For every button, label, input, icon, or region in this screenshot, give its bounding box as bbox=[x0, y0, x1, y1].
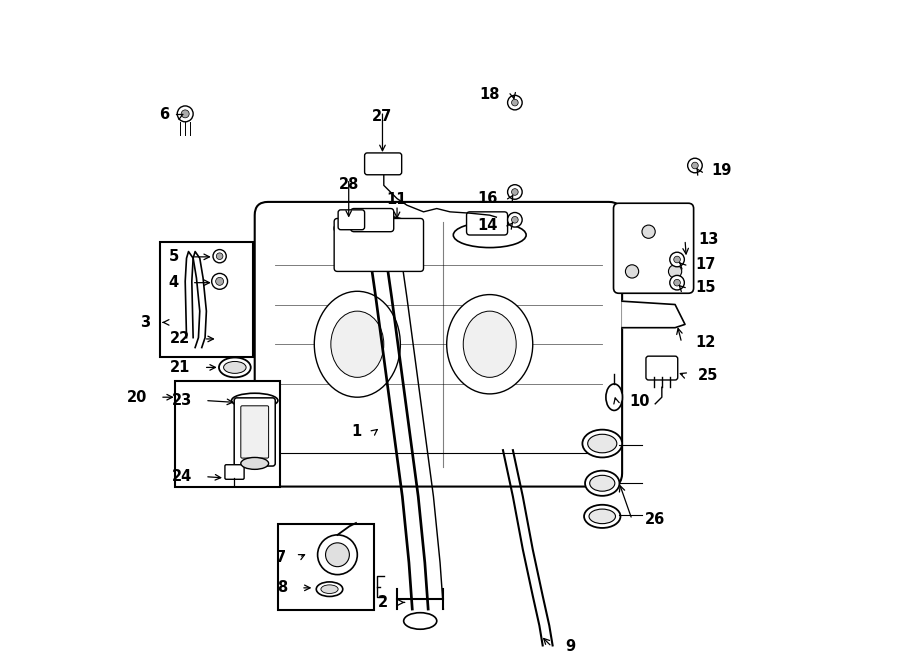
Text: 13: 13 bbox=[698, 232, 718, 247]
Ellipse shape bbox=[404, 613, 436, 629]
FancyBboxPatch shape bbox=[646, 356, 678, 380]
Ellipse shape bbox=[331, 311, 383, 377]
Text: 18: 18 bbox=[479, 87, 500, 101]
FancyBboxPatch shape bbox=[225, 465, 244, 479]
Ellipse shape bbox=[464, 311, 517, 377]
Text: 25: 25 bbox=[698, 368, 718, 383]
FancyBboxPatch shape bbox=[338, 210, 364, 230]
Ellipse shape bbox=[314, 291, 400, 397]
Ellipse shape bbox=[231, 393, 278, 408]
Circle shape bbox=[184, 246, 197, 260]
Text: 15: 15 bbox=[695, 281, 716, 295]
Ellipse shape bbox=[589, 509, 616, 524]
Text: 9: 9 bbox=[565, 639, 575, 654]
Circle shape bbox=[213, 250, 226, 263]
Circle shape bbox=[511, 216, 518, 223]
Circle shape bbox=[212, 273, 228, 289]
Circle shape bbox=[669, 265, 681, 278]
Text: 26: 26 bbox=[645, 512, 665, 527]
Text: 19: 19 bbox=[712, 164, 732, 178]
Ellipse shape bbox=[606, 384, 623, 410]
Ellipse shape bbox=[454, 222, 526, 248]
FancyBboxPatch shape bbox=[466, 212, 508, 235]
Text: 21: 21 bbox=[170, 360, 191, 375]
Text: 27: 27 bbox=[373, 109, 392, 124]
Circle shape bbox=[626, 265, 639, 278]
Text: 20: 20 bbox=[126, 390, 147, 404]
Ellipse shape bbox=[316, 582, 343, 596]
Ellipse shape bbox=[241, 457, 268, 469]
Bar bbox=[160, 242, 253, 357]
Bar bbox=[278, 524, 374, 610]
Circle shape bbox=[688, 158, 702, 173]
Ellipse shape bbox=[220, 332, 245, 346]
FancyBboxPatch shape bbox=[234, 398, 275, 466]
Circle shape bbox=[216, 277, 223, 285]
Bar bbox=[176, 381, 280, 487]
Circle shape bbox=[508, 95, 522, 110]
Ellipse shape bbox=[334, 215, 414, 242]
Ellipse shape bbox=[219, 357, 251, 377]
Circle shape bbox=[670, 252, 684, 267]
Ellipse shape bbox=[446, 295, 533, 394]
Text: 16: 16 bbox=[477, 191, 498, 206]
Text: 8: 8 bbox=[277, 581, 288, 595]
Ellipse shape bbox=[216, 328, 250, 350]
Text: 10: 10 bbox=[629, 395, 650, 409]
Ellipse shape bbox=[590, 475, 615, 491]
Circle shape bbox=[511, 189, 518, 195]
Circle shape bbox=[511, 99, 518, 106]
FancyBboxPatch shape bbox=[241, 406, 268, 458]
Circle shape bbox=[216, 253, 223, 260]
Text: 22: 22 bbox=[170, 332, 191, 346]
Text: 28: 28 bbox=[338, 177, 359, 192]
Ellipse shape bbox=[223, 361, 246, 373]
Text: 12: 12 bbox=[695, 336, 716, 350]
Text: 23: 23 bbox=[172, 393, 192, 408]
Text: 2: 2 bbox=[378, 595, 389, 610]
Text: 1: 1 bbox=[351, 424, 361, 439]
Circle shape bbox=[674, 279, 680, 286]
Text: 7: 7 bbox=[275, 550, 286, 565]
FancyBboxPatch shape bbox=[351, 209, 393, 232]
Ellipse shape bbox=[585, 471, 619, 496]
Circle shape bbox=[186, 274, 194, 282]
FancyBboxPatch shape bbox=[334, 218, 424, 271]
Text: 14: 14 bbox=[477, 218, 498, 232]
Circle shape bbox=[642, 225, 655, 238]
Circle shape bbox=[326, 543, 349, 567]
Circle shape bbox=[318, 535, 357, 575]
Polygon shape bbox=[622, 301, 685, 328]
Circle shape bbox=[183, 270, 198, 286]
FancyBboxPatch shape bbox=[255, 202, 622, 487]
Circle shape bbox=[181, 110, 189, 118]
Ellipse shape bbox=[584, 504, 620, 528]
Text: 11: 11 bbox=[387, 192, 408, 207]
Text: 3: 3 bbox=[140, 315, 150, 330]
Text: 17: 17 bbox=[695, 258, 716, 272]
Circle shape bbox=[508, 185, 522, 199]
Text: 5: 5 bbox=[168, 250, 178, 264]
Circle shape bbox=[177, 106, 194, 122]
Text: 4: 4 bbox=[168, 275, 178, 290]
Circle shape bbox=[691, 162, 698, 169]
Text: 6: 6 bbox=[159, 107, 169, 122]
Text: 24: 24 bbox=[172, 469, 192, 484]
FancyBboxPatch shape bbox=[614, 203, 694, 293]
Circle shape bbox=[670, 275, 684, 290]
FancyBboxPatch shape bbox=[364, 153, 401, 175]
Circle shape bbox=[187, 250, 194, 256]
Ellipse shape bbox=[588, 434, 617, 453]
Circle shape bbox=[508, 213, 522, 227]
Circle shape bbox=[674, 256, 680, 263]
Ellipse shape bbox=[321, 585, 338, 593]
Ellipse shape bbox=[582, 430, 622, 457]
